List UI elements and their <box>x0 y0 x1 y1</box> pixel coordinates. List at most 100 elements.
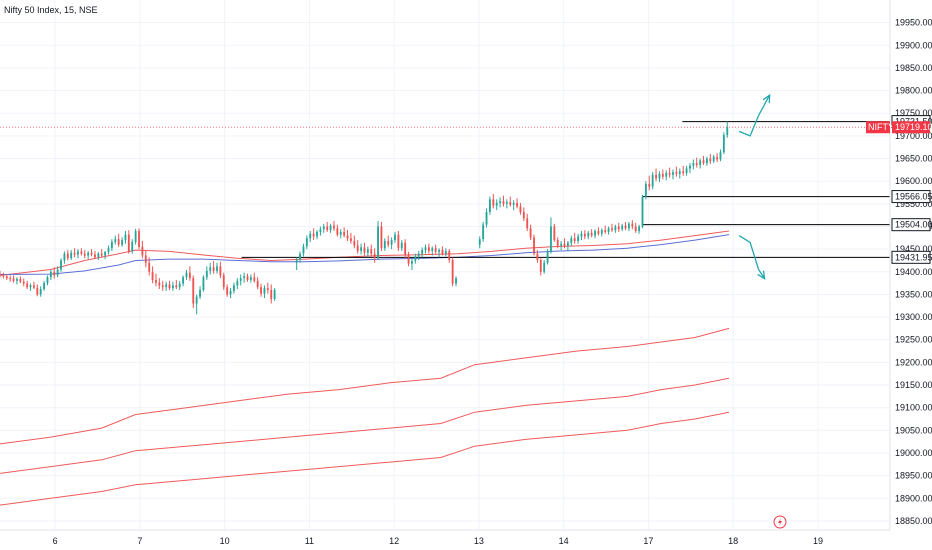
candle-body <box>349 238 352 241</box>
candle-body <box>333 225 335 229</box>
candle <box>417 250 420 261</box>
candle-body <box>155 279 157 283</box>
candle-body <box>543 262 546 272</box>
candle <box>202 275 205 292</box>
candle <box>631 220 634 230</box>
last-price-label: 19719.10 <box>895 122 932 132</box>
candle <box>333 221 335 232</box>
candle-body <box>621 225 624 230</box>
candle-body <box>522 212 525 219</box>
candle <box>580 231 583 241</box>
candle <box>366 246 369 258</box>
candle <box>5 274 8 280</box>
candle-body <box>0 274 1 276</box>
moving-average-line <box>0 234 730 275</box>
candle-body <box>151 271 154 280</box>
candle-body <box>117 239 120 245</box>
candle <box>273 288 276 301</box>
candle <box>607 226 610 235</box>
candle <box>590 229 593 238</box>
candle <box>478 236 481 249</box>
candle <box>689 163 691 174</box>
support-resistance-levels[interactable] <box>0 121 890 258</box>
candle <box>90 249 93 257</box>
candle <box>66 250 69 261</box>
candle-body <box>672 172 674 175</box>
candle-body <box>583 233 586 237</box>
candle <box>216 262 218 274</box>
candle-body <box>614 226 617 231</box>
candle-body <box>655 174 657 179</box>
candle <box>19 276 22 284</box>
candle-body <box>19 279 22 282</box>
candle <box>722 132 725 155</box>
candle-body <box>107 248 110 252</box>
candle <box>309 231 312 242</box>
y-tick-label: 19400.00 <box>895 267 932 277</box>
candle-body <box>485 212 488 225</box>
candle-body <box>519 206 522 212</box>
price-axis[interactable]: 19950.00 19900.00 19850.00 19800.00 19750.00… <box>895 18 932 526</box>
candle <box>60 258 62 272</box>
candle-body <box>363 247 366 253</box>
level-price-label: 19504.00 <box>895 220 932 230</box>
candle <box>138 228 140 250</box>
projection-arrows[interactable] <box>738 93 771 280</box>
candle-body <box>249 277 252 280</box>
candle <box>222 272 225 290</box>
candle-body <box>243 276 246 279</box>
candle-body <box>70 252 73 259</box>
candle-body <box>380 226 383 249</box>
candle <box>329 223 332 233</box>
candle <box>658 171 661 183</box>
candle <box>505 199 508 209</box>
candle <box>270 284 273 304</box>
candle-body <box>505 202 508 204</box>
y-tick-label: 19450.00 <box>895 244 932 254</box>
candle <box>411 258 413 270</box>
candle-body <box>661 173 664 177</box>
candle <box>509 196 512 207</box>
candle-body <box>266 288 269 290</box>
time-axis[interactable]: 6 7 10 11 12 13 14 17 18 19 <box>53 536 823 546</box>
candle-body <box>178 283 181 288</box>
candle <box>175 279 178 290</box>
y-tick-label: 19200.00 <box>895 357 932 367</box>
candle <box>219 261 222 279</box>
candle-body <box>39 289 42 295</box>
candle-body <box>134 231 137 242</box>
candle <box>502 195 505 207</box>
candle-body <box>343 231 346 236</box>
candle-body <box>536 253 539 261</box>
candle <box>110 239 113 251</box>
candle <box>556 237 559 249</box>
candle-body <box>229 290 232 295</box>
candle-body <box>100 253 103 256</box>
candle <box>539 258 542 276</box>
candle <box>644 181 647 200</box>
candle-body <box>63 253 66 261</box>
candle <box>719 149 722 162</box>
candle-body <box>171 285 174 289</box>
candle-body <box>83 253 86 256</box>
candle-body <box>546 251 549 263</box>
candle-body <box>121 240 123 245</box>
candle-body <box>97 253 100 258</box>
candle <box>553 223 556 242</box>
candle <box>87 250 90 260</box>
candle <box>148 257 151 276</box>
candle <box>560 240 563 251</box>
candle-body <box>2 275 5 277</box>
candle <box>349 232 352 244</box>
candle-body <box>77 251 79 255</box>
candle <box>226 284 229 297</box>
projection-arrow-up[interactable] <box>738 94 771 137</box>
moving-average-line <box>0 327 730 445</box>
candle <box>322 223 325 233</box>
candle-body <box>219 266 222 276</box>
candle-body <box>651 174 654 187</box>
lightning-bolt-icon[interactable] <box>773 515 787 529</box>
candle <box>536 250 539 263</box>
projection-arrow-down[interactable] <box>738 235 766 279</box>
